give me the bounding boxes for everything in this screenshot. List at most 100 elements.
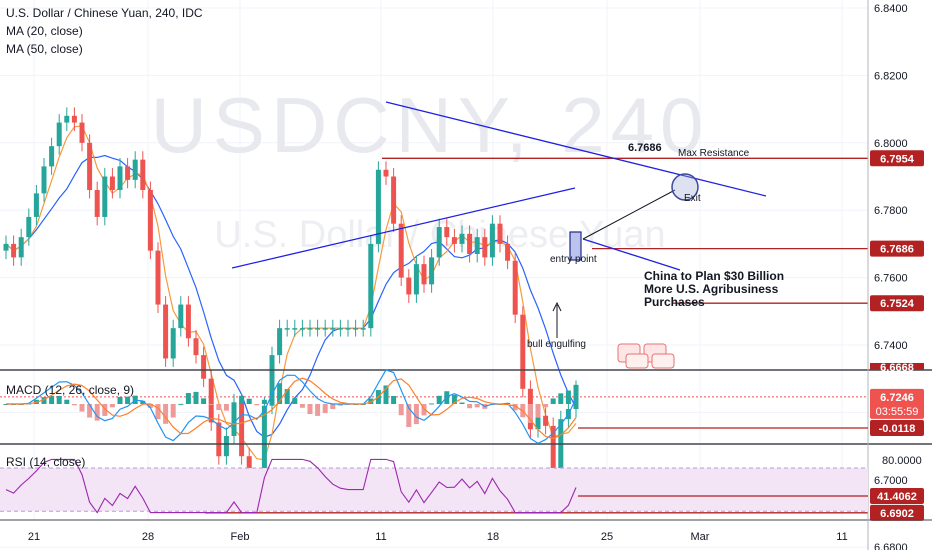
candle-body	[87, 142, 93, 190]
news-line-2: More U.S. Agribusiness	[644, 282, 779, 296]
candle-body	[155, 250, 161, 305]
candles	[3, 107, 579, 509]
candle-body	[474, 237, 480, 255]
candle-body	[406, 277, 412, 295]
macd-histogram-bar	[527, 404, 533, 423]
macd-legend: MACD (12, 26, close, 9)	[6, 383, 135, 397]
candle-body	[345, 328, 351, 330]
price-tick: 6.7000	[874, 475, 908, 487]
macd-histogram-bar	[140, 400, 146, 404]
candle-body	[543, 415, 549, 426]
macd-histogram-bar	[292, 398, 298, 404]
rsi-line	[5, 458, 577, 514]
price-tick: 6.6800	[874, 542, 908, 550]
macd-histogram-bar	[109, 404, 115, 408]
bull-engulfing-label: bull engulfing	[527, 339, 586, 350]
macd-histogram-bar	[413, 404, 419, 425]
candle-body	[383, 169, 389, 177]
upper-trend-line	[385, 101, 767, 197]
macd-histogram-bar	[299, 404, 305, 408]
price-tick: 6.7600	[874, 273, 908, 285]
macd-histogram-bar	[436, 395, 442, 404]
lower-trend-line	[231, 187, 576, 269]
ma50-legend: MA (50, close)	[6, 42, 83, 56]
macd-histogram-bar	[49, 395, 55, 404]
candle-body	[109, 176, 115, 190]
macd-histogram-bar	[94, 404, 100, 421]
macd-histogram-bar	[406, 404, 412, 427]
candle-body	[505, 243, 511, 261]
candle-body	[292, 328, 298, 330]
candle-body	[117, 166, 123, 190]
candle-body	[208, 378, 214, 423]
level-tag	[870, 240, 924, 257]
candle-body	[284, 328, 290, 330]
candle-body	[49, 146, 55, 167]
candle-body	[497, 223, 503, 244]
partial-level-text: 6.6668	[880, 362, 914, 374]
candle-body	[33, 193, 39, 217]
bull-arrow-head	[552, 301, 562, 312]
time-tick: 25	[601, 531, 613, 543]
candle-body	[398, 223, 404, 278]
macd-histogram-bar	[307, 404, 313, 415]
partial-level-tag	[870, 363, 924, 370]
time-tick: Feb	[231, 531, 250, 543]
candle-body	[413, 264, 419, 295]
macd-histogram-bar	[535, 404, 541, 418]
macd-histogram-bar	[284, 389, 290, 404]
price-tick: 6.8000	[874, 138, 908, 150]
price-tick: 6.7400	[874, 340, 908, 352]
candle-body	[375, 169, 381, 244]
news-line-1: China to Plan $30 Billion	[644, 269, 784, 283]
macd-histogram-bar	[368, 398, 374, 404]
macd-signal-line	[6, 377, 577, 440]
candle-body	[223, 435, 229, 457]
projection-line	[582, 238, 681, 271]
candle-body	[231, 402, 237, 436]
candle-body	[3, 243, 9, 251]
candle-body	[368, 243, 374, 329]
macd-histogram-bar	[512, 404, 518, 411]
macd-histogram-bar	[261, 399, 267, 404]
candle-body	[178, 304, 184, 329]
candle-body	[185, 304, 191, 339]
candle-body	[299, 328, 305, 330]
level-tag	[870, 150, 924, 167]
rsi-current-tag	[870, 488, 924, 504]
candle-body	[125, 166, 131, 180]
candle-body	[535, 415, 541, 430]
macd-histogram-bar	[322, 404, 328, 414]
event-icons[interactable]	[617, 343, 675, 369]
macd-histogram-bar	[208, 404, 214, 405]
macd-current-tag	[870, 420, 924, 436]
macd-histogram-bar	[429, 403, 435, 405]
watermark: USDCNY, 240 U.S. Dollar / Chinese Yuan	[151, 81, 704, 256]
macd-histogram-bar	[193, 391, 199, 404]
ma50-line	[5, 154, 577, 438]
macd-histogram-bar	[102, 404, 108, 416]
candle-body	[71, 115, 77, 123]
candle-body	[330, 328, 336, 330]
candle-body	[269, 355, 275, 406]
macd-histogram-bar	[444, 391, 450, 404]
ma20-legend: MA (20, close)	[6, 24, 83, 38]
macd-histogram-bar	[41, 397, 47, 404]
candle-body	[429, 257, 435, 285]
candle-body	[421, 264, 427, 285]
macd-histogram-bar	[383, 385, 389, 404]
macd-histogram-bar	[474, 404, 480, 408]
macd-histogram-bar	[330, 404, 336, 409]
max-resistance-value: 6.7686	[628, 142, 662, 154]
macd-histogram-bar	[269, 388, 275, 404]
candle-body	[18, 237, 24, 258]
candle-body	[467, 233, 473, 255]
macd-panel: 0.0000-0.0118	[3, 369, 924, 444]
rsi-legend: RSI (14, close)	[6, 455, 86, 469]
macd-histogram-bar	[79, 404, 85, 412]
macd-histogram-bar	[56, 395, 62, 404]
macd-histogram-bar	[277, 383, 283, 404]
price-tick: 6.8400	[874, 3, 908, 15]
